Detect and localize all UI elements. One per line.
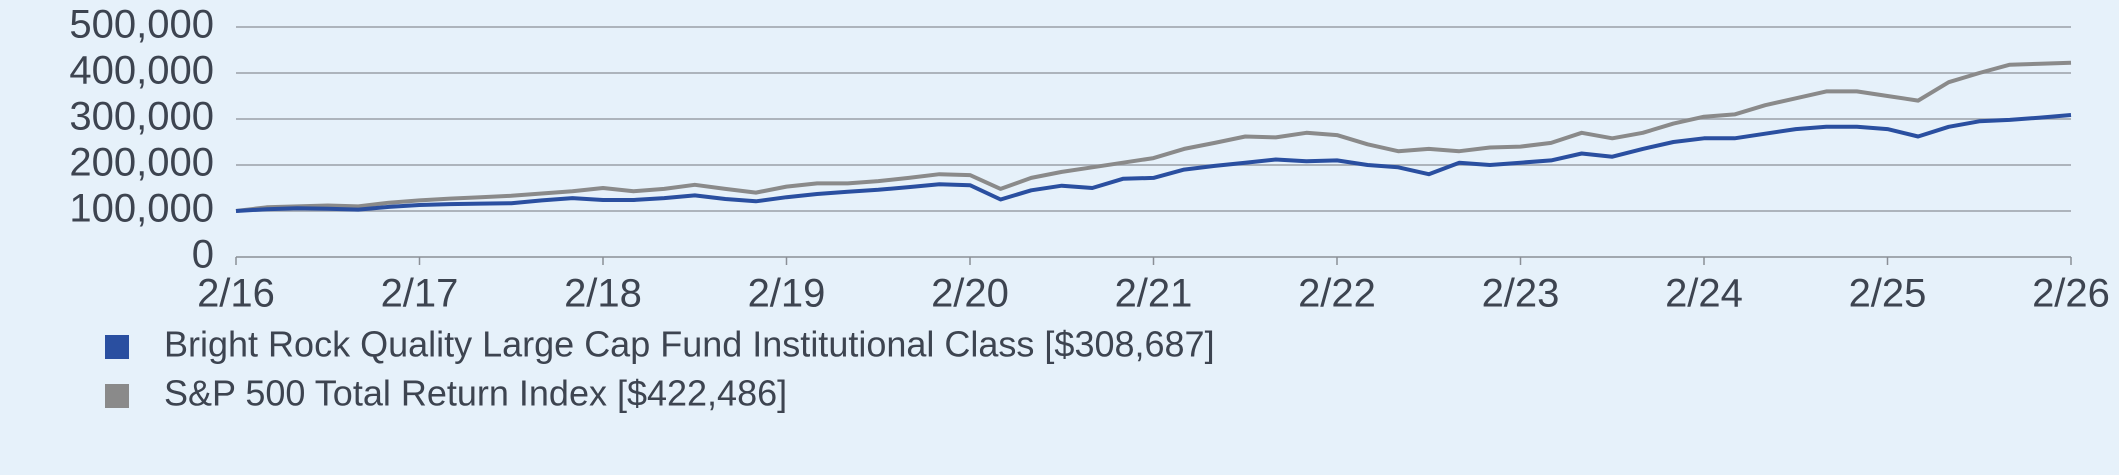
x-tick-label: 2/16 — [197, 272, 275, 316]
legend-swatch — [105, 335, 129, 359]
y-tick-label: 300,000 — [69, 95, 214, 139]
x-tick-label: 2/17 — [381, 272, 459, 316]
y-tick-label: 500,000 — [69, 3, 214, 47]
x-tick-label: 2/21 — [1115, 272, 1193, 316]
x-tick-label: 2/24 — [1665, 272, 1743, 316]
x-tick-label: 2/25 — [1849, 272, 1927, 316]
x-tick-label: 2/19 — [748, 272, 826, 316]
x-tick-label: 2/23 — [1482, 272, 1560, 316]
x-tick-label: 2/26 — [2032, 272, 2110, 316]
x-tick-label: 2/18 — [564, 272, 642, 316]
series-line — [235, 60, 2072, 213]
series-line — [235, 113, 2072, 213]
legend-swatch — [105, 384, 129, 408]
legend-label: S&P 500 Total Return Index [$422,486] — [164, 373, 787, 414]
legend-label: Bright Rock Quality Large Cap Fund Insti… — [164, 324, 1215, 365]
y-tick-label: 400,000 — [69, 49, 214, 93]
y-tick-label: 100,000 — [69, 187, 214, 231]
y-tick-label: 0 — [192, 233, 214, 277]
x-tick-label: 2/22 — [1298, 272, 1376, 316]
x-tick-label: 2/20 — [931, 272, 1009, 316]
y-tick-label: 200,000 — [69, 141, 214, 185]
